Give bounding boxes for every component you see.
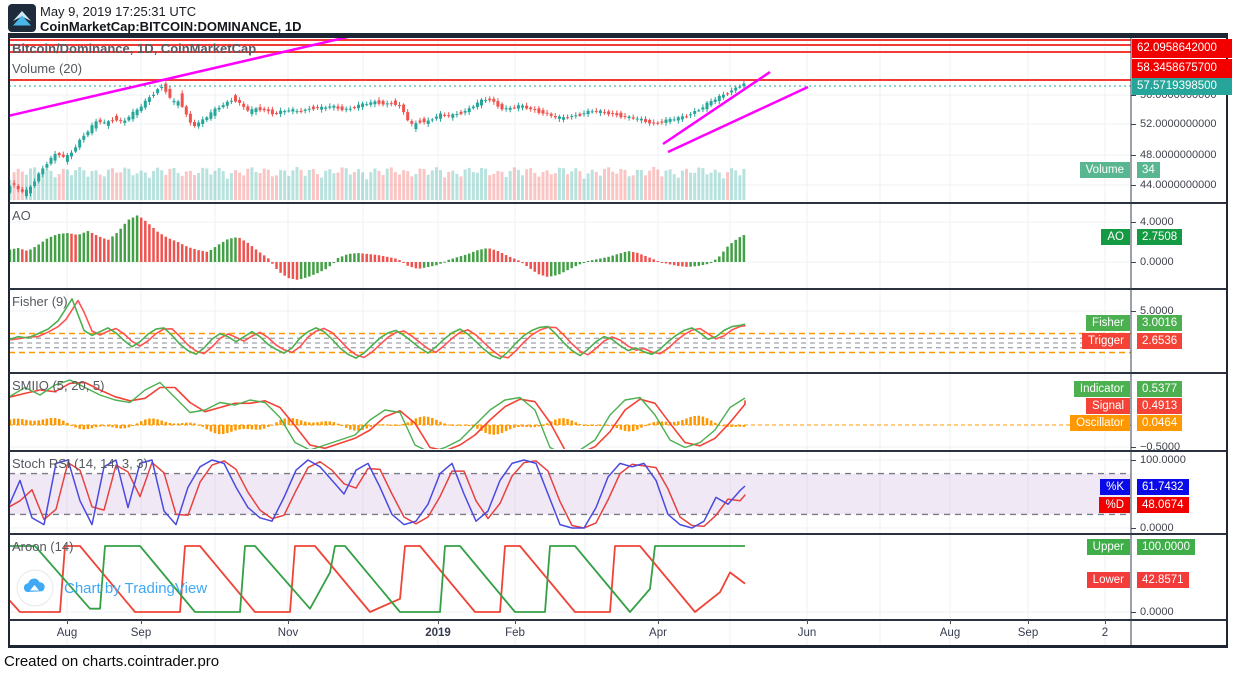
time-tick-mark <box>807 620 808 624</box>
time-tick-mark <box>1028 620 1029 624</box>
axis-value-label: 42.8571 <box>1137 572 1189 588</box>
axis-tick-mark <box>1131 262 1136 263</box>
axis-tick-mark <box>1131 222 1136 223</box>
indicator-name-label: %D <box>1099 497 1130 513</box>
ao-panel-title: AO <box>12 208 31 223</box>
indicator-name-label: %K <box>1100 479 1130 495</box>
time-tick-mark <box>1105 620 1106 624</box>
axis-tick-mark <box>1131 95 1136 96</box>
main-panel-title: Bitcoin/Dominance, 1D, CoinMarketCap <box>12 41 257 56</box>
chart-timestamp: May 9, 2019 17:25:31 UTC <box>40 4 197 19</box>
axis-tick-label: 52.0000000000 <box>1140 118 1217 130</box>
axis-tick-mark <box>1131 612 1136 613</box>
axis-value-label: 58.3458675700 <box>1132 59 1232 78</box>
indicator-name-label: Indicator <box>1073 381 1130 397</box>
aroon-panel-title: Aroon (14) <box>12 539 74 554</box>
axis-tick-label: 100.0000 <box>1140 454 1186 466</box>
time-tick-mark <box>658 620 659 624</box>
indicator-name-label: Upper <box>1086 539 1130 555</box>
axis-value-label: 2.7508 <box>1137 229 1183 245</box>
axis-value-label: 0.4913 <box>1137 398 1183 414</box>
app-logo-icon[interactable] <box>8 4 36 32</box>
axis-tick-label: 44.0000000000 <box>1140 179 1217 191</box>
axis-value-label: 3.0016 <box>1137 315 1183 331</box>
time-tick-mark <box>438 620 439 624</box>
time-axis-label: Sep <box>130 627 152 639</box>
axis-tick-label: 0.0000 <box>1140 522 1174 534</box>
time-axis-label: Apr <box>649 627 667 639</box>
indicator-name-label: Oscillator <box>1070 415 1130 431</box>
axis-tick-label: −0.5000 <box>1140 441 1181 453</box>
axis-value-label: 0.0464 <box>1137 415 1183 431</box>
time-axis-label: Aug <box>939 627 961 639</box>
tradingview-watermark[interactable]: Chart by TradingView <box>16 569 207 607</box>
axis-value-label: 0.5377 <box>1137 381 1183 397</box>
axis-tick-mark <box>1131 311 1136 312</box>
indicator-name-label: Signal <box>1086 398 1130 414</box>
time-tick-mark <box>515 620 516 624</box>
axis-tick-label: 0.0000 <box>1140 256 1174 268</box>
time-axis-label: Nov <box>277 627 299 639</box>
indicator-name-label: Lower <box>1086 572 1130 588</box>
time-axis-label: Feb <box>505 627 525 639</box>
axis-value-label: 48.0674 <box>1137 497 1189 513</box>
time-axis-label: Aug <box>56 627 78 639</box>
axis-tick-mark <box>1131 447 1136 448</box>
axis-tick-mark <box>1131 460 1136 461</box>
time-tick-mark <box>141 620 142 624</box>
indicator-name-label: Volume <box>1079 162 1130 178</box>
axis-value-label: 57.5719398500 <box>1132 78 1232 95</box>
axis-tick-label: 0.0000 <box>1140 606 1174 618</box>
stoch-panel-title: Stoch RSI (14, 14, 3, 3) <box>12 456 148 471</box>
axis-tick-mark <box>1131 528 1136 529</box>
axis-value-label: 34 <box>1137 162 1160 178</box>
time-axis-label: 2019 <box>425 627 451 639</box>
axis-tick-label: 5.0000 <box>1140 305 1174 317</box>
footer-credit: Created on charts.cointrader.pro <box>4 653 220 670</box>
axis-tick-label: 48.0000000000 <box>1140 149 1217 161</box>
volume-study-title: Volume (20) <box>12 61 83 76</box>
axis-tick-label: 4.0000 <box>1140 216 1174 228</box>
axis-tick-mark <box>1131 185 1136 186</box>
tradingview-cloud-icon <box>16 569 54 607</box>
axis-value-label: 100.0000 <box>1137 539 1195 555</box>
chart-symbol: CoinMarketCap:BITCOIN:DOMINANCE, 1D <box>40 19 302 34</box>
time-axis-label: 2 <box>1101 627 1109 639</box>
time-tick-mark <box>950 620 951 624</box>
axis-tick-mark <box>1131 124 1136 125</box>
axis-value-label: 2.6536 <box>1137 333 1183 349</box>
axis-tick-mark <box>1131 155 1136 156</box>
indicator-name-label: Fisher <box>1086 315 1130 331</box>
time-tick-mark <box>288 620 289 624</box>
axis-value-label: 62.0958642000 <box>1132 39 1232 58</box>
fisher-panel-title: Fisher (9) <box>12 294 68 309</box>
indicator-name-label: AO <box>1101 229 1130 245</box>
time-axis-label: Jun <box>797 627 817 639</box>
time-axis-label: Sep <box>1017 627 1039 639</box>
axis-value-label: 61.7432 <box>1137 479 1189 495</box>
time-tick-mark <box>67 620 68 624</box>
smiio-panel-title: SMIIO (5, 20, 5) <box>12 378 105 393</box>
watermark-label: Chart by TradingView <box>64 579 208 597</box>
indicator-name-label: Trigger <box>1082 333 1130 349</box>
